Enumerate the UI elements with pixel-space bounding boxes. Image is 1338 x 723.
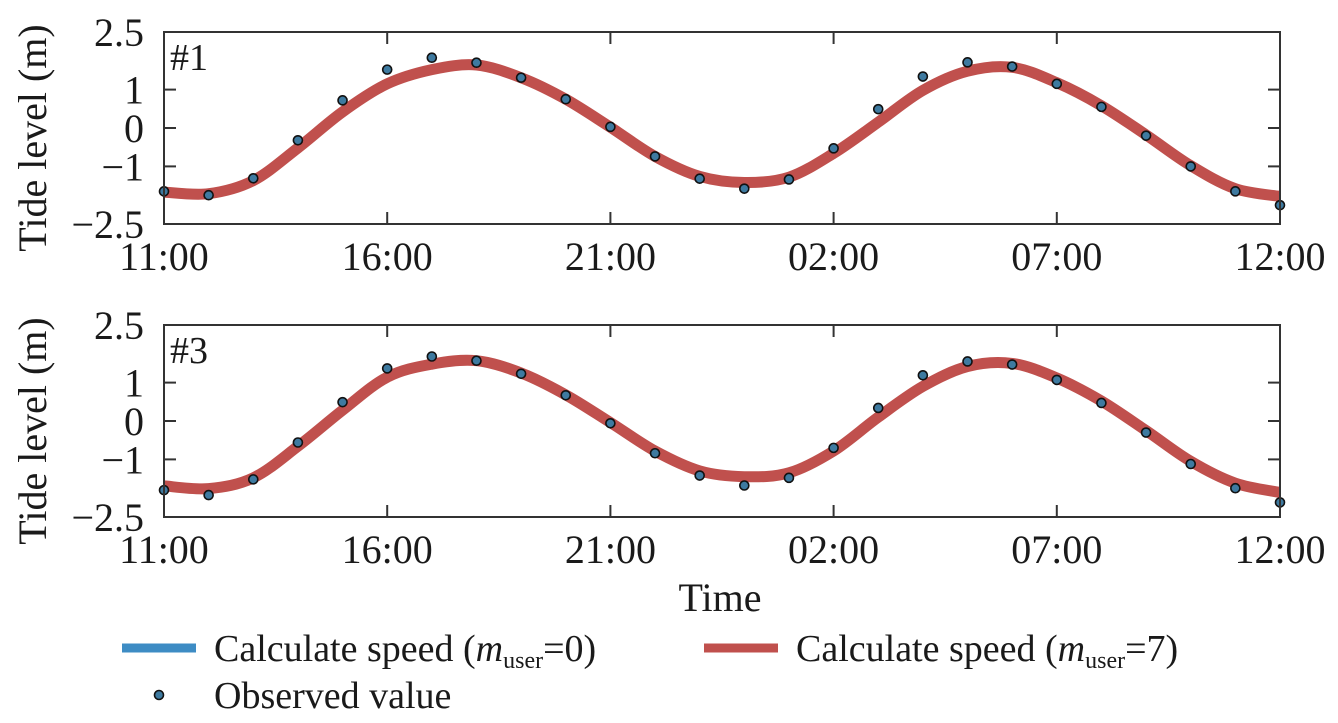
- x-tick-label: 21:00: [565, 234, 656, 279]
- y-axis-title: Tide level (m): [10, 24, 55, 251]
- y-tick-label: 0: [124, 106, 144, 151]
- observed-point: [783, 472, 795, 484]
- y-tick-label: 2.5: [94, 10, 144, 55]
- observed-point: [917, 370, 929, 381]
- observed-point: [1185, 161, 1197, 172]
- observed-point: [649, 151, 661, 162]
- observed-point: [694, 173, 705, 184]
- observed-point: [917, 71, 929, 82]
- observed-point: [515, 72, 527, 83]
- observed-point: [426, 351, 438, 362]
- observed-point: [1230, 482, 1241, 494]
- y-tick-label: 1: [124, 361, 144, 406]
- x-tick-label: 07:00: [1011, 527, 1102, 572]
- observed-point: [872, 103, 884, 115]
- observed-point: [1096, 397, 1107, 409]
- y-tick-label: −1: [101, 437, 144, 482]
- x-tick-label: 02:00: [788, 527, 879, 572]
- observed-point: [203, 489, 214, 501]
- x-tick-label: 11:00: [119, 527, 209, 572]
- x-tick-label: 16:00: [342, 527, 433, 572]
- observed-point: [694, 470, 705, 481]
- observed-point: [426, 52, 438, 64]
- legend-item: Calculate speed (muser=0): [122, 628, 596, 674]
- series-line-m7: [164, 354, 1280, 498]
- y-tick-label: −2.5: [71, 202, 144, 247]
- observed-point: [1140, 130, 1152, 141]
- observed-point: [337, 95, 348, 106]
- plot-area: [164, 59, 1280, 202]
- observed-point: [872, 402, 884, 414]
- y-tick-label: 0: [124, 399, 144, 444]
- axes-frame: [163, 31, 1281, 225]
- observed-point: [783, 174, 795, 185]
- observed-point: [381, 64, 393, 75]
- legend-label: Observed value: [214, 675, 451, 717]
- series-line-m7: [164, 59, 1280, 202]
- legend-item: Calculate speed (muser=7): [704, 628, 1178, 674]
- observed-point: [962, 57, 973, 68]
- observed-point: [247, 173, 259, 184]
- observed-point: [1096, 101, 1107, 113]
- observed-point: [515, 368, 527, 380]
- x-tick-label: 12:00: [1234, 234, 1325, 279]
- legend-label: Calculate speed (muser=7): [796, 628, 1178, 674]
- x-axis-title: Time: [678, 575, 761, 620]
- observed-point: [292, 437, 304, 448]
- observed-point: [471, 57, 482, 69]
- y-tick-label: 2.5: [94, 303, 144, 348]
- observed-point: [292, 134, 304, 146]
- x-tick-label: 12:00: [1234, 527, 1325, 572]
- x-tick-label: 02:00: [788, 234, 879, 279]
- observed-point: [560, 93, 572, 105]
- observed-point: [605, 418, 616, 429]
- observed-point: [828, 442, 839, 454]
- legend-marker: [153, 689, 165, 701]
- y-tick-label: −1: [101, 144, 144, 189]
- observed-point: [739, 480, 750, 491]
- observed-point: [337, 396, 348, 408]
- panel-label: #3: [170, 330, 208, 372]
- x-tick-label: 16:00: [342, 234, 433, 279]
- y-tick-label: −2.5: [71, 495, 144, 540]
- observed-point: [739, 183, 750, 194]
- observed-point: [203, 189, 214, 201]
- panel-1: 2.5 10−1 −2.511:00 16:00 21:00 02:00 07:00 12:0…: [10, 10, 1326, 279]
- x-tick-label: 07:00: [1011, 234, 1102, 279]
- x-tick-label: 21:00: [565, 527, 656, 572]
- observed-point: [962, 356, 973, 367]
- observed-point: [1185, 458, 1197, 470]
- legend-item: Observed value: [153, 675, 451, 717]
- panel-label: #1: [170, 37, 208, 79]
- observed-point: [828, 143, 839, 154]
- observed-point: [1006, 61, 1018, 72]
- panel-2: 2.5 10−1 −2.511:00 16:00 21:00 02:00 07:00 12:0…: [10, 303, 1326, 572]
- observed-point: [381, 363, 393, 374]
- observed-point: [471, 355, 482, 367]
- legend-label: Calculate speed (muser=0): [214, 628, 596, 674]
- observed-point: [1140, 427, 1152, 438]
- plot-area: [164, 354, 1280, 498]
- observed-point: [1230, 186, 1241, 197]
- observed-point: [247, 474, 259, 485]
- x-tick-label: 11:00: [119, 234, 209, 279]
- observed-point: [1051, 374, 1063, 386]
- observed-point: [560, 389, 572, 401]
- observed-point: [1006, 359, 1018, 370]
- observed-point: [605, 121, 616, 133]
- observed-point: [649, 447, 661, 459]
- legend: Calculate speed (muser=0) Calculate speed…: [122, 628, 1178, 717]
- y-tick-label: 1: [124, 68, 144, 113]
- observed-point: [1051, 78, 1063, 90]
- y-axis-title: Tide level (m): [10, 317, 55, 544]
